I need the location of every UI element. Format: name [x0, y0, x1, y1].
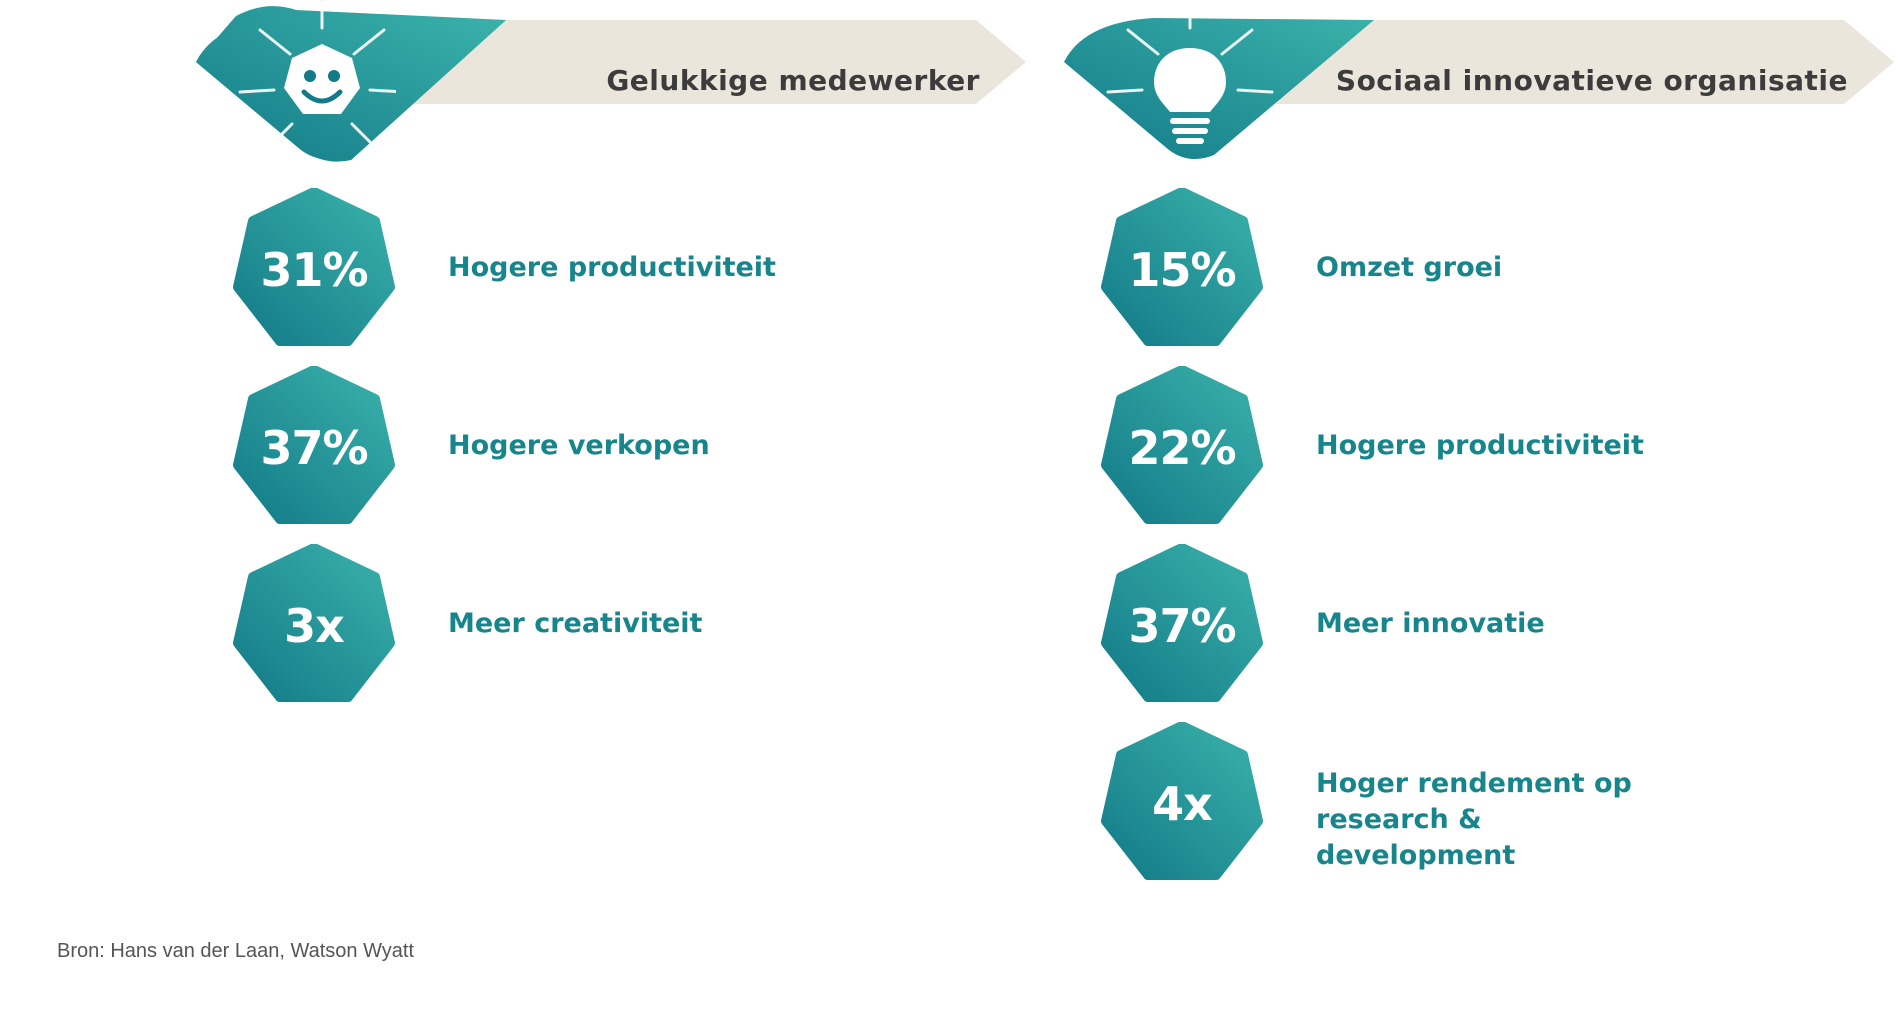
banner-social-innovative-org: Sociaal innovatieve organisatie: [1064, 0, 1894, 170]
banner-title: Sociaal innovatieve organisatie: [1335, 64, 1848, 97]
stat-value: 37%: [260, 421, 368, 475]
list-item: 4x Hoger rendement op research & develop…: [1100, 722, 1860, 886]
list-item: 15% Omzet groei: [1100, 188, 1860, 352]
stat-label: Meer innovatie: [1316, 608, 1545, 639]
banner-title: Gelukkige medewerker: [606, 64, 980, 97]
smiley-icon: [238, 0, 396, 152]
list-item: 3x Meer creativiteit: [232, 544, 992, 708]
list-item: 37% Hogere verkopen: [232, 366, 992, 530]
stat-badge: 4x: [1100, 722, 1264, 886]
stat-value: 22%: [1128, 421, 1236, 475]
stat-badge: 31%: [232, 188, 396, 352]
stat-label: Meer creativiteit: [448, 608, 703, 639]
source-citation: Bron: Hans van der Laan, Watson Wyatt: [57, 940, 415, 962]
stat-value: 37%: [1128, 599, 1236, 653]
stat-badge: 37%: [1100, 544, 1264, 708]
stat-label: Hogere productiviteit: [448, 252, 776, 283]
stat-label: Hogere productiviteit: [1316, 430, 1644, 461]
stat-value: 4x: [1152, 777, 1213, 831]
stat-label: Hogere verkopen: [448, 430, 710, 461]
stat-value: 15%: [1128, 243, 1236, 297]
stat-label: Omzet groei: [1316, 252, 1503, 283]
list-item: 31% Hogere productiviteit: [232, 188, 992, 352]
stat-badge: 3x: [232, 544, 396, 708]
stat-badge: 37%: [232, 366, 396, 530]
stat-value: 3x: [284, 599, 345, 653]
stat-label: Hoger rendement op research & developmen…: [1316, 768, 1632, 871]
list-item: 37% Meer innovatie: [1100, 544, 1860, 708]
stat-badge: 22%: [1100, 366, 1264, 530]
lightbulb-icon: [1106, 0, 1274, 144]
list-item: 22% Hogere productiviteit: [1100, 366, 1860, 530]
stat-badge: 15%: [1100, 188, 1264, 352]
banner-happy-employee: Gelukkige medewerker: [196, 0, 1026, 170]
stat-value: 31%: [260, 243, 368, 297]
